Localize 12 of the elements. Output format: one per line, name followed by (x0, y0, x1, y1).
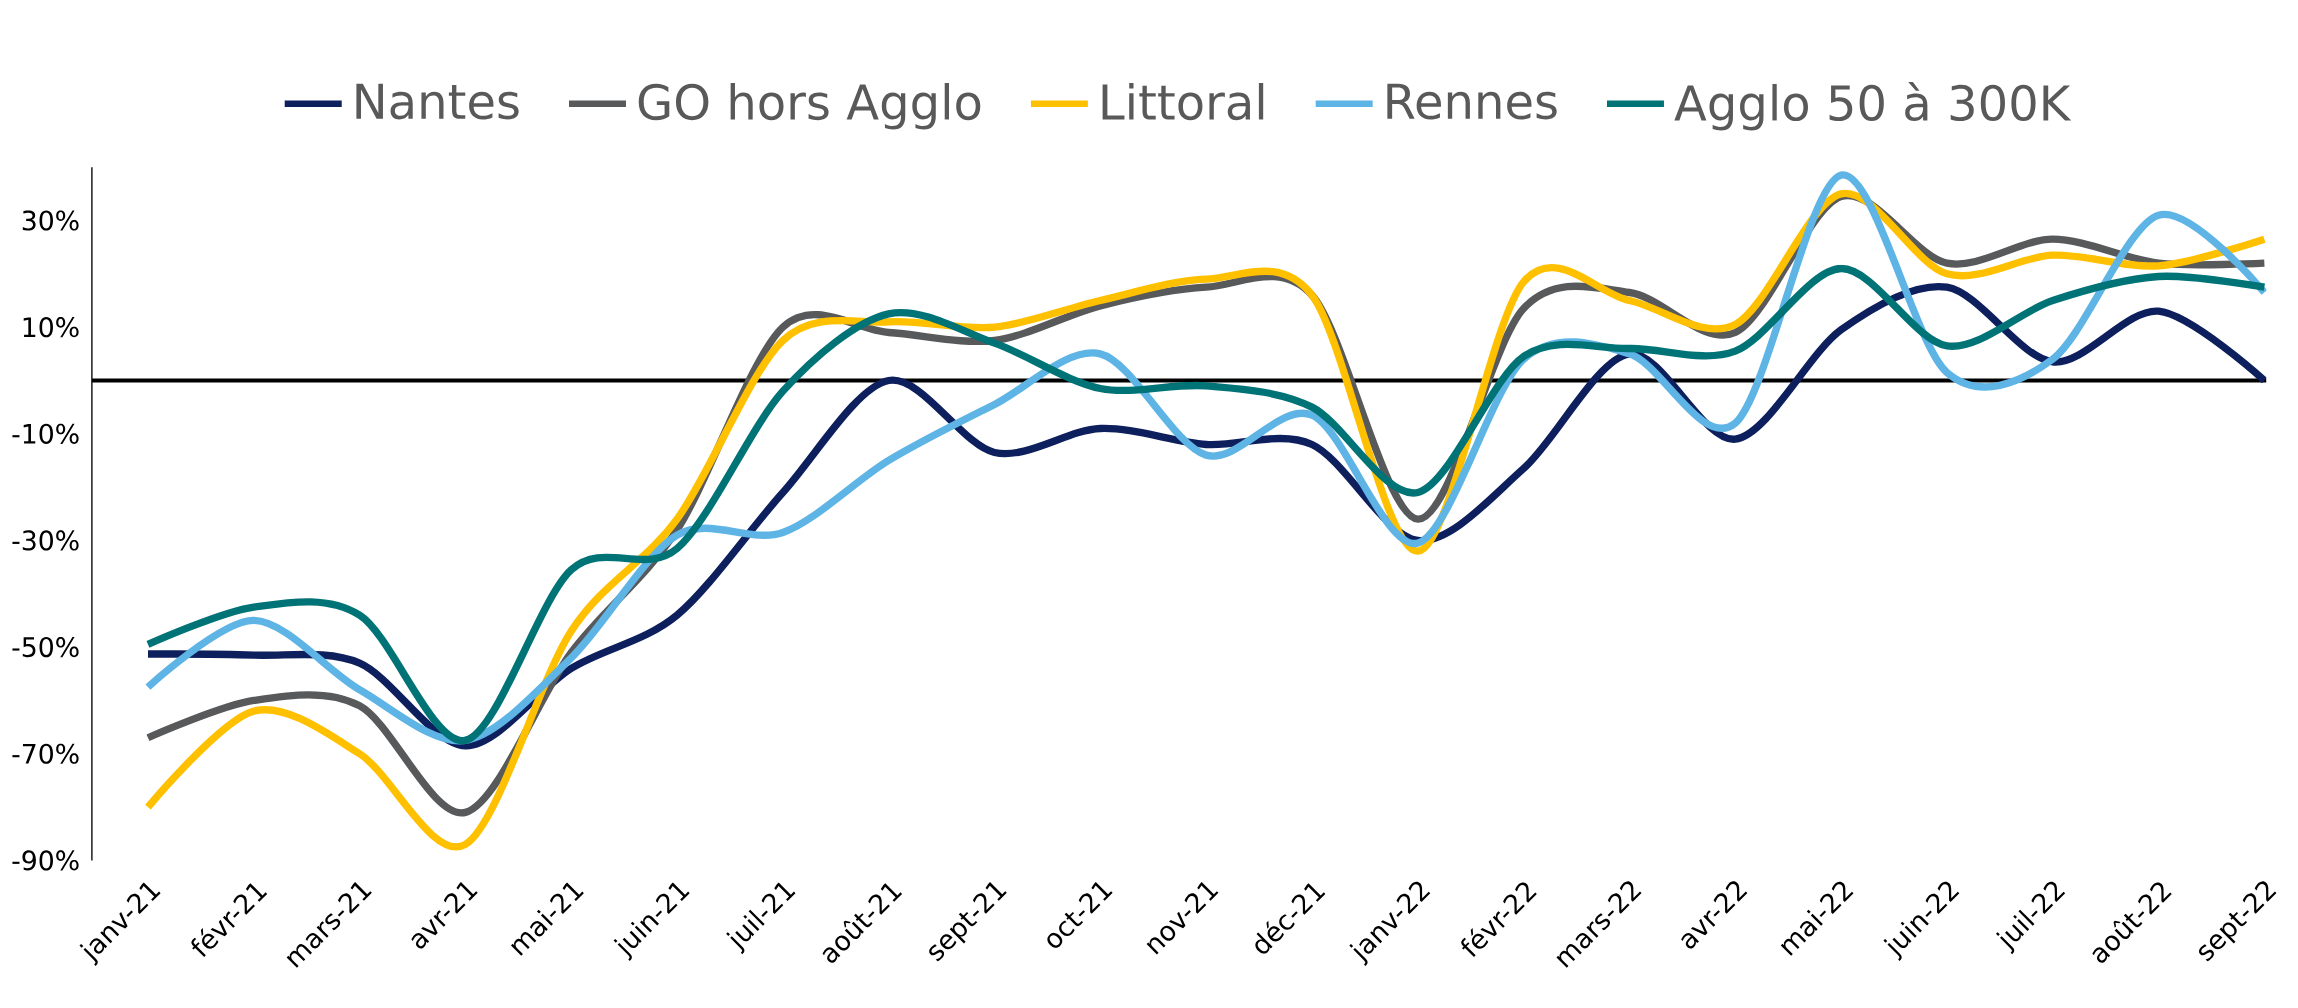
y-tick-label: 10% (23, 317, 79, 338)
y-tick-label: -50% (12, 637, 79, 658)
legend-label: Rennes (1387, 83, 1557, 120)
y-tick-label: -30% (12, 530, 79, 551)
y-tick-label: -70% (12, 743, 79, 765)
y-tick-label: -10% (12, 423, 79, 445)
legend-label: Littoral (1102, 83, 1264, 121)
legend-label: Agglo 50 à 300K (1674, 82, 2072, 131)
legend-label: GO hors Agglo (638, 83, 981, 130)
legend-label: Nantes (356, 83, 519, 120)
y-tick-label: 30% (22, 210, 79, 231)
y-tick-label: -90% (12, 850, 79, 871)
